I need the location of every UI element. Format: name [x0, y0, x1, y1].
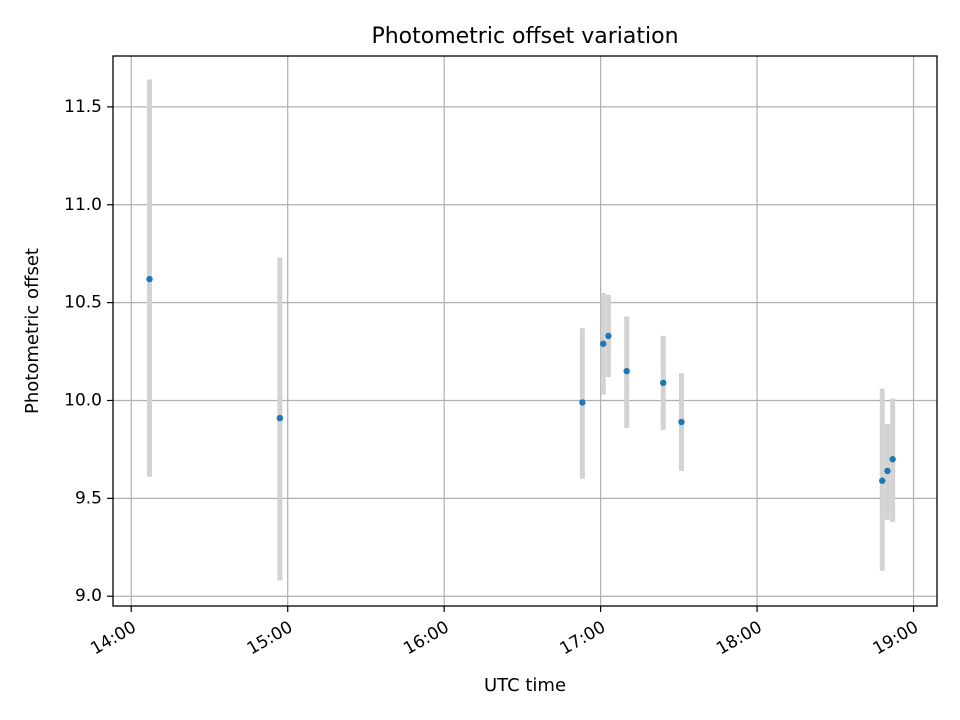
- point-layer: [146, 275, 896, 484]
- errorbar-layer: [147, 79, 896, 581]
- y-tick-label: 11.5: [64, 97, 102, 117]
- data-point: [600, 340, 607, 347]
- chart-title: Photometric offset variation: [371, 24, 678, 49]
- y-tick-label: 9.5: [75, 488, 102, 508]
- x-tick-label: 15:00: [244, 617, 296, 659]
- x-tick-label: 19:00: [870, 617, 922, 659]
- y-tick-label: 9.0: [75, 586, 102, 606]
- x-tick-label: 16:00: [400, 617, 452, 659]
- x-axis-label: UTC time: [484, 675, 566, 696]
- plot-frame: [112, 55, 938, 607]
- data-point: [889, 456, 896, 463]
- x-tick-label: 18:00: [713, 617, 765, 659]
- data-point: [605, 332, 612, 340]
- data-point: [879, 477, 886, 484]
- data-point: [146, 275, 153, 283]
- y-axis-label: Photometric offset: [22, 248, 43, 414]
- y-tick-label: 10.5: [64, 293, 102, 313]
- data-point: [579, 399, 586, 406]
- y-tick-label: 10.0: [64, 390, 102, 410]
- y-tick-label: 11.0: [64, 195, 102, 215]
- data-point: [276, 414, 284, 422]
- data-point: [678, 418, 685, 426]
- grid-layer: [113, 56, 937, 606]
- data-point: [623, 367, 630, 375]
- x-tick-label: 14:00: [87, 617, 139, 659]
- data-point: [660, 379, 667, 387]
- tick-layer: 14:00 15:00 16:00 17:00 18:00 19:00 9.0 9.5 10.0…: [64, 97, 922, 659]
- data-point: [884, 467, 891, 475]
- x-tick-label: 17:00: [557, 617, 609, 659]
